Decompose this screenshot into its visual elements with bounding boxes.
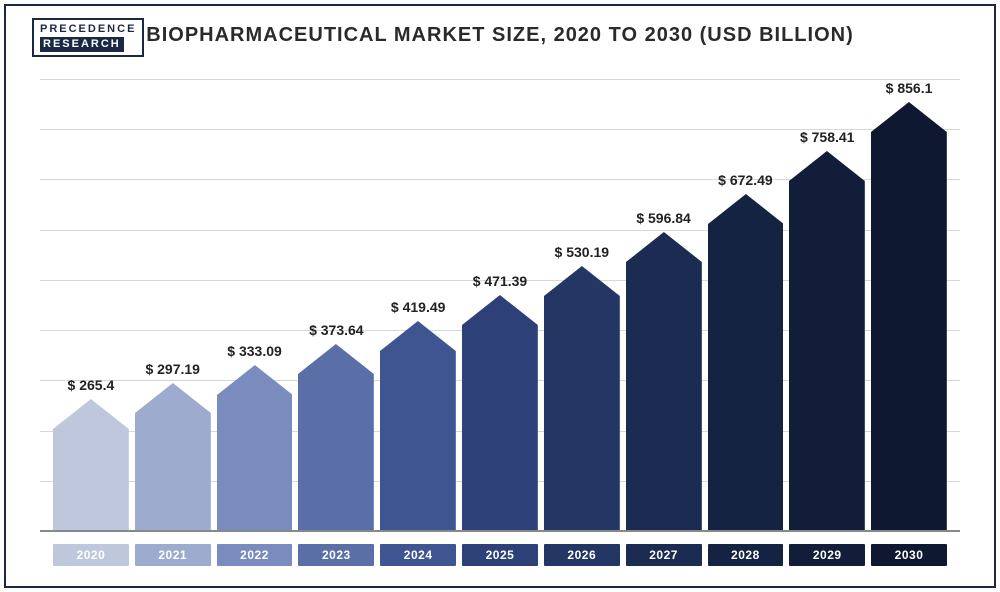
x-label-text: 2029 xyxy=(789,544,865,566)
x-label-2026: 2026 xyxy=(544,544,620,566)
chart-title: BIOPHARMACEUTICAL MARKET SIZE, 2020 TO 2… xyxy=(0,24,1000,47)
plot-area: $ 265.4 $ 297.19 $ 333.09 $ 373.64 $ 419.49 $… xyxy=(40,80,960,532)
x-label-2029: 2029 xyxy=(789,544,865,566)
x-label-2028: 2028 xyxy=(708,544,784,566)
x-label-2030: 2030 xyxy=(871,544,947,566)
bar-value-label: $ 373.64 xyxy=(309,322,364,338)
bar-shape xyxy=(462,295,538,532)
x-label-text: 2023 xyxy=(298,544,374,566)
bar-value-label: $ 596.84 xyxy=(636,210,691,226)
bar-shape xyxy=(135,383,211,532)
bar-shape xyxy=(626,232,702,532)
x-label-text: 2022 xyxy=(217,544,293,566)
bar-value-label: $ 672.49 xyxy=(718,172,773,188)
bar-2027: $ 596.84 xyxy=(626,80,702,532)
bar-shape xyxy=(298,344,374,532)
x-label-2025: 2025 xyxy=(462,544,538,566)
x-label-text: 2030 xyxy=(871,544,947,566)
bar-shape xyxy=(53,399,129,532)
bar-2021: $ 297.19 xyxy=(135,80,211,532)
bar-shape xyxy=(708,194,784,532)
bar-2023: $ 373.64 xyxy=(298,80,374,532)
bar-2025: $ 471.39 xyxy=(462,80,538,532)
bar-2024: $ 419.49 xyxy=(380,80,456,532)
bar-value-label: $ 419.49 xyxy=(391,299,446,315)
bar-value-label: $ 758.41 xyxy=(800,129,855,145)
bar-shape xyxy=(380,321,456,532)
x-label-text: 2026 xyxy=(544,544,620,566)
x-label-2020: 2020 xyxy=(53,544,129,566)
bar-2030: $ 856.1 xyxy=(871,80,947,532)
bar-shape xyxy=(871,102,947,532)
bar-value-label: $ 297.19 xyxy=(145,361,200,377)
x-label-text: 2021 xyxy=(135,544,211,566)
x-label-2023: 2023 xyxy=(298,544,374,566)
bar-value-label: $ 333.09 xyxy=(227,343,282,359)
x-label-text: 2028 xyxy=(708,544,784,566)
x-labels-container: 2020 2021 20222023 2024 2025 2026 2027 20282029… xyxy=(50,544,950,566)
x-label-2021: 2021 xyxy=(135,544,211,566)
bar-value-label: $ 265.4 xyxy=(68,377,115,393)
bar-2029: $ 758.41 xyxy=(789,80,865,532)
x-label-text: 2025 xyxy=(462,544,538,566)
x-label-text: 2020 xyxy=(53,544,129,566)
bar-2022: $ 333.09 xyxy=(217,80,293,532)
bars-container: $ 265.4 $ 297.19 $ 333.09 $ 373.64 $ 419.49 $… xyxy=(50,80,950,532)
x-axis xyxy=(40,530,960,532)
bar-2026: $ 530.19 xyxy=(544,80,620,532)
x-label-text: 2024 xyxy=(380,544,456,566)
x-label-2024: 2024 xyxy=(380,544,456,566)
bar-value-label: $ 530.19 xyxy=(555,244,610,260)
bar-shape xyxy=(217,365,293,532)
bar-value-label: $ 856.1 xyxy=(886,80,933,96)
x-label-2022: 2022 xyxy=(217,544,293,566)
x-label-2027: 2027 xyxy=(626,544,702,566)
bar-shape xyxy=(544,266,620,532)
bar-2028: $ 672.49 xyxy=(708,80,784,532)
bar-2020: $ 265.4 xyxy=(53,80,129,532)
x-label-text: 2027 xyxy=(626,544,702,566)
bar-shape xyxy=(789,151,865,532)
bar-value-label: $ 471.39 xyxy=(473,273,528,289)
